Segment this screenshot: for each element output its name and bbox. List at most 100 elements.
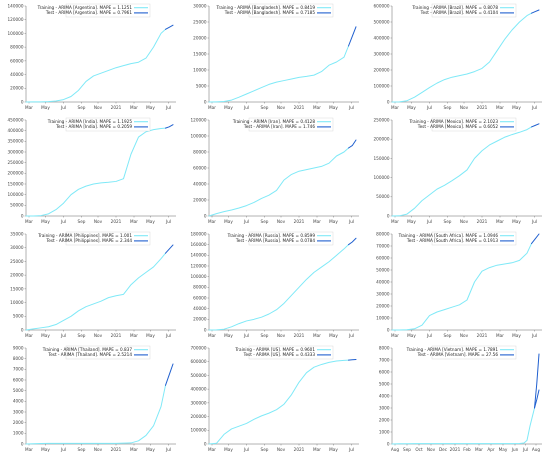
x-tick-label: Mar: [130, 219, 138, 224]
x-tick-label: May: [224, 333, 233, 338]
x-tick-label: Nov: [277, 333, 286, 338]
y-tick-label: 0: [387, 327, 390, 332]
axes-frame: [391, 234, 542, 331]
training-series-line: [391, 407, 535, 445]
y-tick-label: 4000: [379, 393, 390, 398]
training-series-line: [391, 243, 532, 331]
x-tick-label: Sep: [444, 105, 452, 110]
legend-box: [248, 231, 334, 246]
x-tick-label: Jul: [165, 447, 171, 452]
x-tick-label: Nov: [277, 447, 286, 452]
y-tick-label: 160000: [191, 242, 207, 247]
x-tick-label: Mar: [391, 105, 399, 110]
legend-test-label: Test - ARIMA [Mexico]. MAPE = 0.6052: [417, 124, 499, 129]
test-series-line: [348, 359, 357, 361]
x-tick-label: Sep: [78, 219, 86, 224]
y-tick-label: 8000: [13, 356, 24, 361]
y-tick-label: 80000: [193, 149, 207, 154]
y-tick-label: 40000: [193, 181, 207, 186]
legend-training-label: Training - ARIMA [Philippines]. MAPE = 1…: [37, 233, 132, 238]
legend-training-label: Training - ARIMA [India]. MAPE = 1.1925: [47, 119, 133, 124]
legend-box: [248, 117, 334, 132]
x-tick-label: Jul: [60, 447, 66, 452]
legend-box: [431, 345, 517, 360]
x-tick-label: May: [146, 219, 155, 224]
x-tick-label: Jul: [348, 219, 354, 224]
x-tick-label: Dec: [439, 447, 448, 452]
legend-test-label: Test - ARIMA [India]. MAPE = 0.2059: [55, 124, 132, 129]
y-tick-label: 20000: [193, 35, 207, 40]
x-tick-label: May: [224, 447, 233, 452]
y-tick-label: 200000: [191, 414, 207, 419]
legend-box: [65, 117, 151, 132]
axes-frame: [391, 120, 542, 217]
x-tick-label: Mar: [130, 333, 138, 338]
chart-panel-10: 0 1000 2000 3000 4000 5000 6000 7000 8000 9000 Mar…: [13, 345, 176, 452]
y-tick-label: 20000: [193, 317, 207, 322]
y-tick-label: 500000: [191, 373, 207, 378]
legend-test-label: Test - ARIMA [US]. MAPE = 0.4333: [243, 352, 316, 357]
y-tick-label: 7000: [13, 367, 24, 372]
y-tick-label: 100000: [191, 274, 207, 279]
y-tick-label: 250000: [374, 117, 390, 122]
x-tick-label: 2021: [294, 105, 305, 110]
legend-box: [431, 3, 517, 18]
x-tick-label: May: [41, 219, 50, 224]
x-tick-label: Jul: [243, 333, 249, 338]
y-tick-label: 500000: [374, 19, 390, 24]
x-tick-label: Jul: [348, 105, 354, 110]
y-tick-label: 8000: [379, 345, 390, 350]
y-tick-label: 150000: [8, 181, 24, 186]
y-tick-label: 0: [387, 213, 390, 218]
y-tick-label: 400000: [191, 387, 207, 392]
x-tick-label: Oct: [415, 447, 423, 452]
x-tick-label: Nov: [460, 333, 469, 338]
y-tick-label: 200000: [374, 67, 390, 72]
y-tick-label: 0: [21, 213, 24, 218]
y-tick-label: 5000: [13, 388, 24, 393]
y-tick-label: 50000: [376, 267, 390, 272]
y-tick-label: 35000: [10, 231, 24, 236]
y-tick-label: 40000: [10, 72, 24, 77]
x-tick-label: Jul: [348, 333, 354, 338]
x-tick-label: 2021: [477, 219, 488, 224]
y-tick-label: 100000: [191, 428, 207, 433]
x-tick-label: Nov: [94, 105, 103, 110]
x-tick-label: Sep: [261, 105, 269, 110]
y-tick-label: 0: [387, 441, 390, 446]
y-tick-label: 20000: [10, 86, 24, 91]
y-tick-label: 5000: [13, 314, 24, 319]
x-tick-label: Jul: [531, 333, 537, 338]
y-tick-label: 40000: [193, 306, 207, 311]
y-tick-label: 100000: [8, 192, 24, 197]
y-tick-label: 1000: [379, 429, 390, 434]
x-tick-label: Jul: [522, 447, 528, 452]
x-tick-label: Jul: [165, 333, 171, 338]
x-tick-label: Aug: [532, 447, 541, 452]
axes-frame: [25, 348, 176, 445]
y-tick-label: 150000: [374, 156, 390, 161]
y-tick-label: 5000: [379, 381, 390, 386]
y-tick-label: 2000: [13, 420, 24, 425]
x-tick-label: Sep: [444, 219, 452, 224]
y-tick-label: 15000: [10, 286, 24, 291]
x-tick-label: May: [329, 447, 338, 452]
axes-frame: [208, 6, 359, 103]
legend-training-label: Training - ARIMA [Bangladesh]. MAPE = 0.…: [216, 5, 316, 10]
x-tick-label: Mar: [391, 333, 399, 338]
x-tick-label: Jul: [165, 219, 171, 224]
x-tick-label: Mar: [208, 105, 216, 110]
chart-panel-4: 0 50000 100000 150000 200000 250000 300000 3500…: [8, 117, 176, 224]
y-tick-label: 100000: [191, 133, 207, 138]
x-tick-label: Jul: [531, 219, 537, 224]
y-tick-label: 50000: [10, 203, 24, 208]
training-series-line: [391, 12, 532, 103]
training-series-line: [25, 28, 166, 103]
axes-frame: [208, 348, 359, 445]
y-tick-label: 100000: [374, 83, 390, 88]
x-tick-label: Sep: [403, 447, 411, 452]
test-series-line: [348, 139, 357, 149]
x-tick-label: May: [224, 219, 233, 224]
